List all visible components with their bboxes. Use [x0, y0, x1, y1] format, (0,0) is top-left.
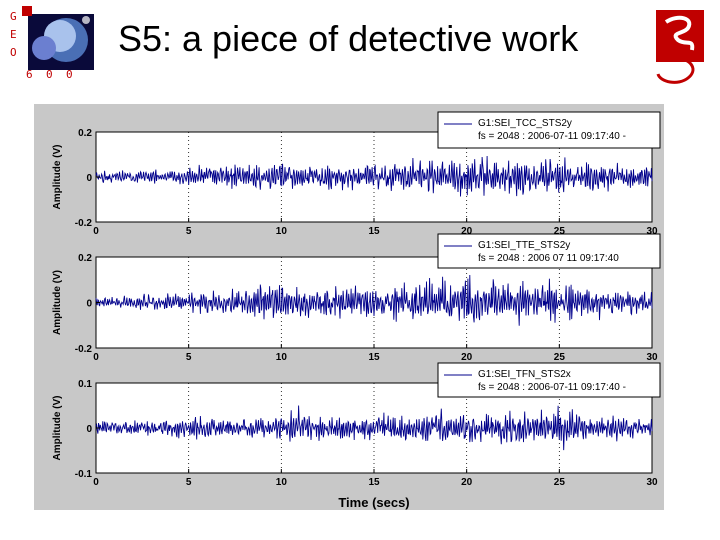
y-tick-label: 0.1 [78, 379, 92, 390]
institution-logo-graphic [656, 10, 704, 84]
y-tick-label: 0 [86, 299, 92, 310]
x-tick-label: 25 [554, 226, 566, 237]
x-tick-label: 25 [554, 352, 566, 363]
x-tick-label: 5 [186, 352, 192, 363]
y-tick-label: 0.2 [78, 253, 92, 264]
y-tick-label: 0 [86, 424, 92, 435]
x-tick-label: 0 [93, 477, 99, 488]
logo-letter: 6 [26, 68, 33, 81]
x-tick-label: 0 [93, 352, 99, 363]
y-axis-label: Amplitude (V) [52, 145, 63, 210]
legend-entry: fs = 2048 : 2006-07-11 09:17:40 - [478, 131, 626, 142]
y-axis-label: Amplitude (V) [52, 270, 63, 335]
logo-letter: G [10, 10, 17, 23]
x-tick-label: 20 [461, 477, 473, 488]
slide-title: S5: a piece of detective work [118, 18, 579, 59]
x-tick-label: 30 [646, 352, 658, 363]
legend-box [437, 111, 661, 149]
y-tick-label: -0.1 [75, 469, 93, 480]
geo600-logo-graphic [22, 6, 94, 70]
x-tick-label: 15 [368, 352, 380, 363]
x-tick-label: 5 [186, 477, 192, 488]
seismometer-figure: 0 5 10 15 20 25 30 0.2 0 -0.2 Amplitude (V) G1:SEI_… [34, 104, 664, 510]
x-tick-label: 10 [276, 226, 288, 237]
institution-logo [648, 8, 712, 92]
signal-trace [95, 155, 653, 197]
x-tick-label: 20 [461, 352, 473, 363]
legend-entry: G1:SEI_TTE_STS2y [478, 240, 570, 251]
x-tick-label: 30 [646, 226, 658, 237]
logo-letter: O [10, 46, 17, 59]
geo600-logo: G E O 6 0 0 [4, 4, 104, 86]
y-tick-label: 0 [86, 173, 92, 184]
logo-letter: 0 [66, 68, 73, 81]
y-tick-label: -0.2 [75, 344, 93, 355]
x-tick-label: 10 [276, 352, 288, 363]
x-tick-label: 20 [461, 226, 473, 237]
signal-trace [95, 405, 653, 451]
legend-entry: G1:SEI_TCC_STS2y [478, 118, 572, 129]
signal-trace [95, 274, 653, 326]
x-tick-label: 15 [368, 226, 380, 237]
x-tick-label: 15 [368, 477, 380, 488]
x-tick-label: 5 [186, 226, 192, 237]
y-tick-label: 0.2 [78, 128, 92, 139]
logo-letter: 0 [46, 68, 53, 81]
x-tick-label: 0 [93, 226, 99, 237]
y-axis-label: Amplitude (V) [52, 396, 63, 461]
logo-letter: E [10, 28, 17, 41]
x-tick-label: 10 [276, 477, 288, 488]
x-axis-label: Time (secs) [338, 495, 409, 510]
legend-entry: fs = 2048 : 2006 07 11 09:17:40 [478, 253, 619, 264]
legend-entry: fs = 2048 : 2006-07-11 09:17:40 - [478, 382, 626, 393]
x-tick-label: 30 [646, 477, 658, 488]
legend-entry: G1:SEI_TFN_STS2x [478, 369, 571, 380]
legend-box [437, 362, 661, 398]
y-tick-label: -0.2 [75, 218, 93, 229]
legend-box [437, 233, 661, 269]
x-tick-label: 25 [554, 477, 566, 488]
